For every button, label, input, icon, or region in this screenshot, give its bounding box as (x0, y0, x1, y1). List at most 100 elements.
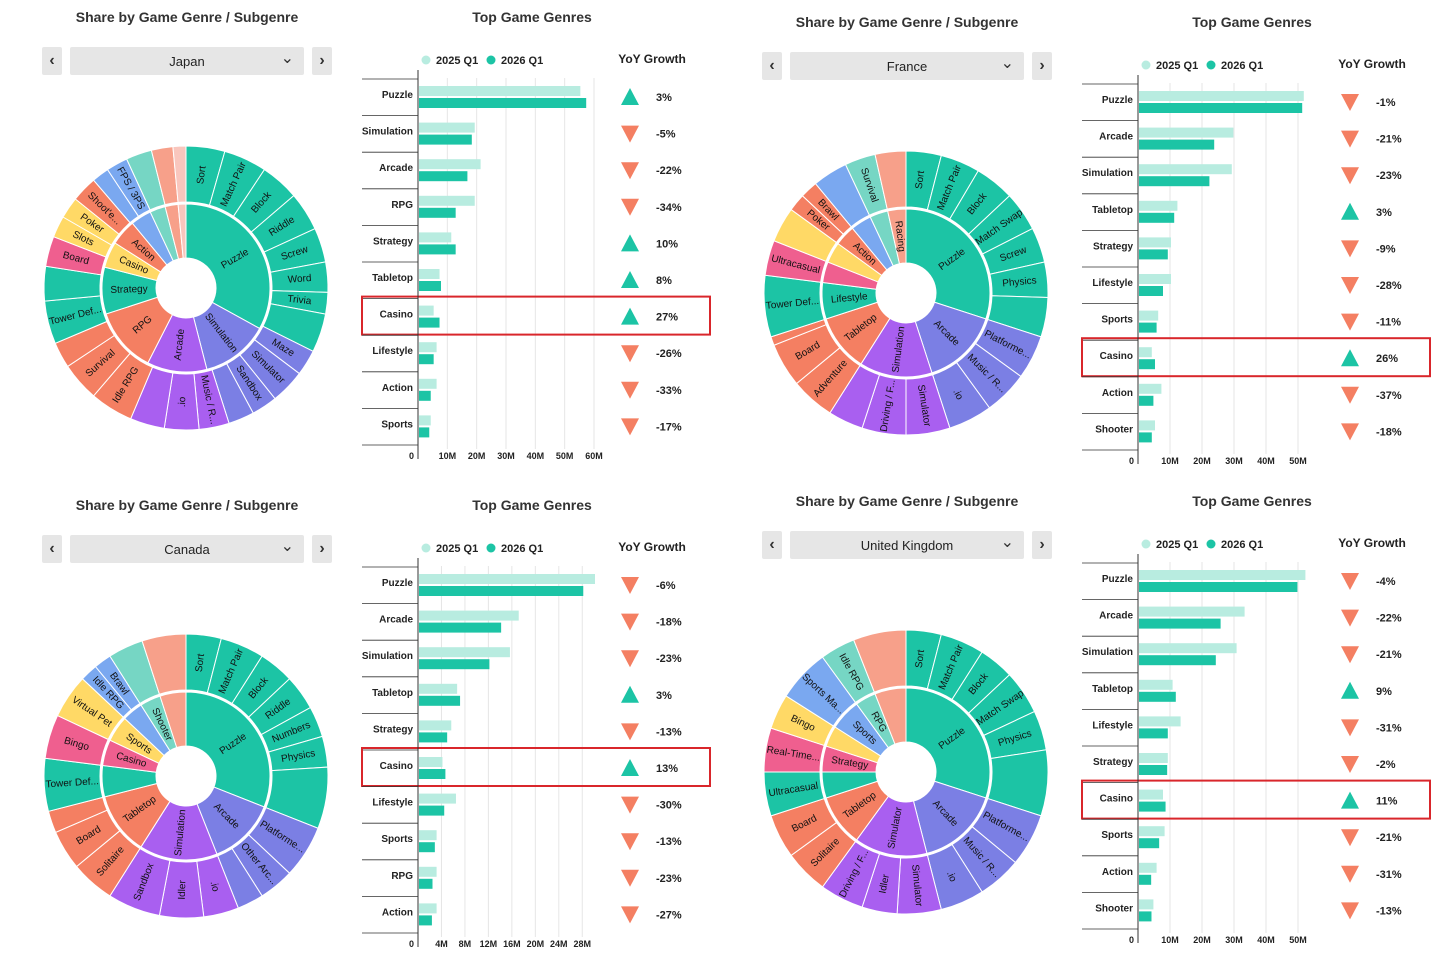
bar-2026-q1[interactable] (1139, 765, 1168, 775)
subgenre-segment[interactable] (141, 633, 187, 695)
subgenre-segment[interactable] (172, 145, 187, 203)
bar-2025-q1[interactable] (419, 830, 437, 841)
subgenre-segment[interactable] (874, 150, 907, 210)
bar-2026-q1[interactable] (1139, 728, 1168, 739)
bar-2026-q1[interactable] (419, 622, 502, 633)
bar-2026-q1[interactable] (419, 659, 490, 670)
bar-2026-q1[interactable] (1139, 359, 1155, 370)
bar-2025-q1[interactable] (1139, 127, 1234, 138)
next-region-button[interactable]: › (1032, 531, 1052, 559)
next-region-button[interactable]: › (1032, 52, 1052, 80)
bar-2026-q1[interactable] (419, 842, 435, 853)
bar-2025-q1[interactable] (1139, 274, 1171, 284)
bar-2026-q1[interactable] (419, 354, 434, 365)
bar-2026-q1[interactable] (419, 207, 456, 218)
bar-2025-q1[interactable] (419, 647, 510, 658)
region-dropdown[interactable]: Japan ⌄ (70, 47, 304, 75)
bar-2026-q1[interactable] (1139, 618, 1221, 629)
bar-2026-q1[interactable] (1139, 432, 1152, 443)
bar-2025-q1[interactable] (419, 86, 581, 96)
subgenre-label: Idler (177, 879, 189, 899)
prev-region-button[interactable]: ‹ (42, 535, 62, 563)
bar-2025-q1[interactable] (1139, 899, 1154, 910)
bar-2026-q1[interactable] (1139, 139, 1215, 150)
bar-2026-q1[interactable] (419, 98, 587, 108)
bar-2025-q1[interactable] (419, 683, 458, 694)
bar-2025-q1[interactable] (419, 232, 452, 243)
bar-2025-q1[interactable] (419, 305, 434, 316)
bar-2025-q1[interactable] (1139, 789, 1163, 800)
bar-2026-q1[interactable] (419, 695, 461, 706)
bar-2025-q1[interactable] (1139, 570, 1306, 580)
bar-2026-q1[interactable] (419, 805, 445, 816)
bar-2026-q1[interactable] (419, 244, 456, 255)
bar-2026-q1[interactable] (419, 878, 433, 889)
bar-2026-q1[interactable] (1139, 691, 1176, 702)
bar-2025-q1[interactable] (1139, 310, 1159, 321)
bar-2025-q1[interactable] (1139, 679, 1173, 690)
region-dropdown[interactable]: France ⌄ (790, 52, 1024, 80)
bar-2025-q1[interactable] (419, 757, 443, 767)
bar-2026-q1[interactable] (419, 586, 584, 596)
bar-2025-q1[interactable] (419, 269, 440, 279)
bar-2026-q1[interactable] (419, 427, 430, 438)
bar-2026-q1[interactable] (419, 769, 446, 779)
bar-2026-q1[interactable] (1139, 838, 1160, 849)
bar-2025-q1[interactable] (419, 720, 452, 731)
highlight-box (1081, 337, 1431, 378)
bar-2025-q1[interactable] (419, 574, 595, 584)
bar-2026-q1[interactable] (1139, 582, 1298, 592)
region-dropdown[interactable]: Canada ⌄ (70, 535, 304, 563)
bar-2026-q1[interactable] (419, 915, 432, 926)
bar-2026-q1[interactable] (419, 390, 431, 401)
bar-2025-q1[interactable] (419, 342, 437, 353)
bar-2025-q1[interactable] (1139, 862, 1157, 873)
bar-2025-q1[interactable] (419, 195, 475, 206)
bar-2025-q1[interactable] (1139, 237, 1171, 248)
bar-2025-q1[interactable] (419, 866, 437, 877)
bar-2025-q1[interactable] (419, 415, 431, 426)
bar-2026-q1[interactable] (1139, 395, 1154, 406)
bar-2026-q1[interactable] (1139, 911, 1152, 922)
bar-2026-q1[interactable] (419, 732, 448, 743)
bar-2025-q1[interactable] (419, 610, 519, 621)
prev-region-button[interactable]: ‹ (762, 52, 782, 80)
bar-2026-q1[interactable] (1139, 176, 1210, 187)
bar-2025-q1[interactable] (1139, 200, 1178, 211)
region-dropdown[interactable]: United Kingdom ⌄ (790, 531, 1024, 559)
bar-2025-q1[interactable] (419, 122, 475, 133)
bar-2025-q1[interactable] (419, 378, 437, 389)
subgenre-segment[interactable] (853, 629, 907, 693)
bar-2026-q1[interactable] (1139, 212, 1175, 223)
bar-2025-q1[interactable] (419, 159, 481, 170)
bar-2025-q1[interactable] (1139, 383, 1162, 394)
bar-2025-q1[interactable] (1139, 164, 1232, 175)
genre-segment[interactable] (140, 800, 218, 861)
bar-2025-q1[interactable] (1139, 643, 1237, 654)
bar-2025-q1[interactable] (1139, 347, 1152, 358)
prev-region-button[interactable]: ‹ (762, 531, 782, 559)
bar-2025-q1[interactable] (419, 793, 456, 804)
next-region-button[interactable]: › (312, 47, 332, 75)
next-region-button[interactable]: › (312, 535, 332, 563)
bar-2026-q1[interactable] (1139, 322, 1157, 333)
bar-2026-q1[interactable] (1139, 249, 1168, 260)
bar-2025-q1[interactable] (1139, 753, 1168, 763)
bar-2025-q1[interactable] (419, 903, 437, 914)
bar-2025-q1[interactable] (1139, 420, 1155, 431)
bar-2026-q1[interactable] (1139, 103, 1303, 113)
bar-2026-q1[interactable] (419, 281, 441, 291)
bar-2025-q1[interactable] (1139, 826, 1165, 837)
bar-2026-q1[interactable] (1139, 286, 1163, 296)
genre-segment[interactable] (914, 301, 987, 374)
bar-2025-q1[interactable] (1139, 606, 1245, 617)
bar-2025-q1[interactable] (1139, 716, 1181, 727)
prev-region-button[interactable]: ‹ (42, 47, 62, 75)
bar-2026-q1[interactable] (419, 317, 440, 328)
bar-2026-q1[interactable] (419, 171, 468, 182)
bar-2026-q1[interactable] (1139, 874, 1152, 885)
bar-2025-q1[interactable] (1139, 91, 1304, 101)
bar-2026-q1[interactable] (1139, 655, 1216, 666)
bar-2026-q1[interactable] (419, 134, 472, 145)
bar-2026-q1[interactable] (1139, 801, 1166, 812)
